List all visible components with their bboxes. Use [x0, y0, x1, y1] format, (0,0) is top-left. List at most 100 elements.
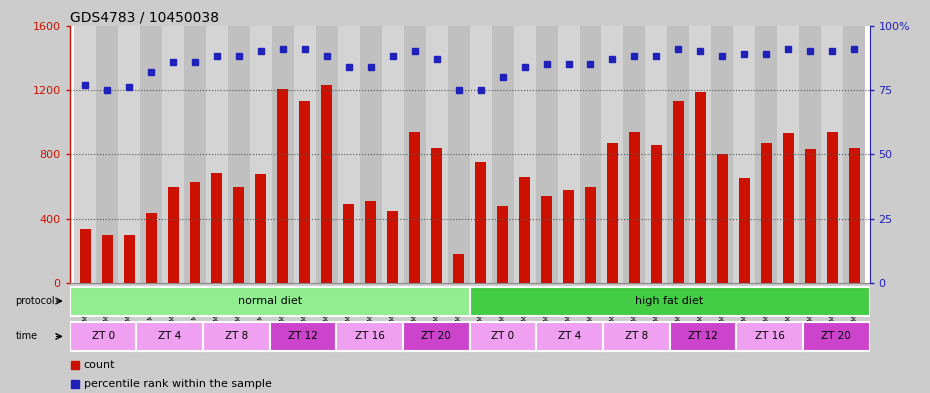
- Bar: [563, 190, 574, 283]
- Text: protocol: protocol: [16, 296, 55, 306]
- Bar: [470, 322, 537, 351]
- Bar: [645, 26, 668, 283]
- Bar: [167, 187, 179, 283]
- Bar: [140, 26, 162, 283]
- Bar: [403, 322, 470, 351]
- Bar: [492, 26, 513, 283]
- Bar: [426, 26, 447, 283]
- Bar: [536, 26, 558, 283]
- Text: ZT 12: ZT 12: [288, 331, 318, 342]
- Bar: [799, 26, 821, 283]
- Bar: [124, 235, 135, 283]
- Bar: [579, 26, 602, 283]
- Bar: [299, 101, 311, 283]
- Bar: [734, 26, 755, 283]
- Bar: [387, 211, 398, 283]
- Bar: [343, 204, 354, 283]
- Text: ZT 8: ZT 8: [225, 331, 248, 342]
- Bar: [849, 148, 859, 283]
- Bar: [470, 26, 492, 283]
- Bar: [409, 132, 420, 283]
- Bar: [277, 89, 288, 283]
- Bar: [337, 322, 403, 351]
- Bar: [228, 26, 250, 283]
- Text: normal diet: normal diet: [238, 296, 301, 306]
- Bar: [74, 26, 96, 283]
- Text: time: time: [16, 331, 37, 342]
- Bar: [513, 26, 536, 283]
- Bar: [738, 178, 750, 283]
- Bar: [101, 235, 113, 283]
- Bar: [668, 26, 689, 283]
- Bar: [537, 322, 603, 351]
- Text: high fat diet: high fat diet: [635, 296, 704, 306]
- Bar: [844, 26, 865, 283]
- Bar: [360, 26, 381, 283]
- Bar: [717, 154, 728, 283]
- Text: ZT 20: ZT 20: [821, 331, 851, 342]
- Bar: [70, 322, 137, 351]
- Bar: [203, 322, 270, 351]
- Bar: [316, 26, 338, 283]
- Bar: [404, 26, 426, 283]
- Bar: [270, 322, 337, 351]
- Bar: [519, 177, 530, 283]
- Bar: [470, 286, 870, 316]
- Bar: [804, 149, 816, 283]
- Bar: [558, 26, 579, 283]
- Bar: [162, 26, 184, 283]
- Bar: [211, 173, 222, 283]
- Bar: [146, 213, 156, 283]
- Bar: [190, 182, 201, 283]
- Text: ZT 20: ZT 20: [421, 331, 451, 342]
- Bar: [498, 206, 508, 283]
- Bar: [803, 322, 870, 351]
- Bar: [272, 26, 294, 283]
- Bar: [623, 26, 645, 283]
- Bar: [475, 162, 486, 283]
- Bar: [585, 187, 596, 283]
- Bar: [670, 322, 737, 351]
- Bar: [233, 187, 245, 283]
- Bar: [96, 26, 118, 283]
- Text: count: count: [84, 360, 115, 370]
- Bar: [711, 26, 734, 283]
- Bar: [365, 201, 377, 283]
- Text: ZT 16: ZT 16: [754, 331, 785, 342]
- Bar: [447, 26, 470, 283]
- Bar: [783, 133, 793, 283]
- Bar: [761, 143, 772, 283]
- Bar: [118, 26, 140, 283]
- Bar: [821, 26, 844, 283]
- Bar: [256, 174, 266, 283]
- Text: ZT 8: ZT 8: [625, 331, 648, 342]
- Bar: [294, 26, 316, 283]
- Bar: [777, 26, 799, 283]
- Bar: [651, 145, 662, 283]
- Bar: [827, 132, 838, 283]
- Bar: [70, 286, 470, 316]
- Bar: [607, 143, 618, 283]
- Bar: [184, 26, 206, 283]
- Text: ZT 4: ZT 4: [158, 331, 181, 342]
- Bar: [250, 26, 272, 283]
- Bar: [137, 322, 203, 351]
- Bar: [453, 254, 464, 283]
- Bar: [541, 196, 552, 283]
- Text: ZT 16: ZT 16: [354, 331, 385, 342]
- Text: ZT 4: ZT 4: [558, 331, 581, 342]
- Bar: [381, 26, 404, 283]
- Bar: [602, 26, 623, 283]
- Bar: [322, 85, 332, 283]
- Text: ZT 0: ZT 0: [91, 331, 114, 342]
- Bar: [737, 322, 803, 351]
- Text: percentile rank within the sample: percentile rank within the sample: [84, 379, 272, 389]
- Bar: [206, 26, 228, 283]
- Bar: [629, 132, 640, 283]
- Bar: [338, 26, 360, 283]
- Bar: [80, 229, 90, 283]
- Bar: [432, 148, 442, 283]
- Text: ZT 0: ZT 0: [491, 331, 514, 342]
- Text: ZT 12: ZT 12: [688, 331, 718, 342]
- Bar: [603, 322, 670, 351]
